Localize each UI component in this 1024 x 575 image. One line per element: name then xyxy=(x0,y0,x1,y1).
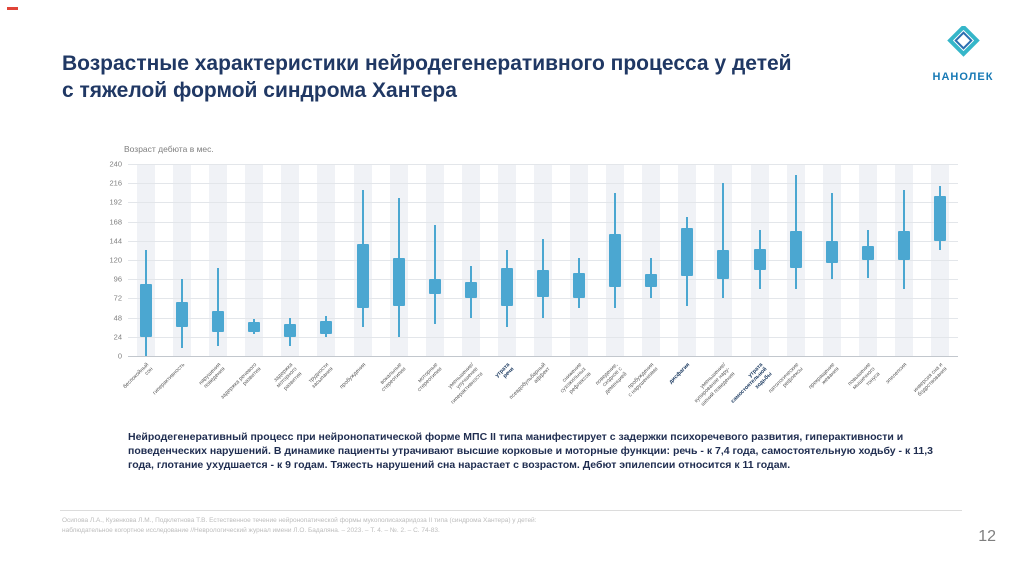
candle-box xyxy=(140,284,153,337)
candle-box xyxy=(248,322,261,332)
nanolek-logo-icon xyxy=(947,24,980,57)
footer-divider xyxy=(60,510,962,511)
y-tick-label: 144 xyxy=(109,236,122,246)
gridline xyxy=(128,164,958,165)
gridline xyxy=(128,356,958,357)
candle-box xyxy=(464,282,477,299)
gridline xyxy=(128,221,958,223)
y-tick-label: 120 xyxy=(109,255,122,265)
page-number: 12 xyxy=(978,528,996,545)
candle-box xyxy=(320,320,333,334)
y-tick-label: 216 xyxy=(109,178,122,188)
page-title: Возрастные характеристики нейродегенерат… xyxy=(62,52,792,103)
candle-box xyxy=(717,250,730,280)
candle-box xyxy=(897,231,910,260)
y-tick-label: 0 xyxy=(117,351,122,361)
y-tick-label: 168 xyxy=(109,217,122,227)
gridline xyxy=(128,183,958,185)
y-tick-label: 24 xyxy=(113,332,122,342)
candle-box xyxy=(212,311,225,332)
candle-box xyxy=(645,274,658,288)
summary-text: Нейродегенеративный процесс при нейроноп… xyxy=(128,431,933,472)
candle-box xyxy=(609,234,622,288)
y-tick-label: 96 xyxy=(113,274,122,284)
candle-box xyxy=(825,240,838,264)
y-tick-label: 240 xyxy=(109,159,122,169)
candle-box xyxy=(933,196,946,241)
y-tick-label: 72 xyxy=(113,293,122,303)
candle-whisker xyxy=(830,192,833,280)
candle-box xyxy=(861,245,874,260)
y-axis-label: Возраст дебюта в мес. xyxy=(124,144,214,154)
candle-box xyxy=(681,228,694,276)
citation-line-1: Осипова Л.А., Кузенкова Л.М., Подклетнов… xyxy=(62,517,537,524)
candle-box xyxy=(356,244,369,308)
gridline xyxy=(128,317,958,319)
candle-box xyxy=(500,268,513,307)
nanolek-logo-text: НАНОЛЕК xyxy=(932,71,994,83)
gridline xyxy=(128,336,958,338)
candle-box xyxy=(284,324,297,337)
candle-box xyxy=(176,301,189,328)
candle-whisker xyxy=(217,268,220,347)
citation: Осипова Л.А., Кузенкова Л.М., Подклетнов… xyxy=(62,516,537,537)
plot-area: 0 24 48 72 96 120 144 168 192 216 240 xyxy=(109,160,958,361)
x-axis-labels: беспокойный сон гиперактивность нарушения … xyxy=(122,356,958,420)
corner-accent-mark xyxy=(7,7,18,10)
nanolek-logo: НАНОЛЕК xyxy=(924,24,1002,83)
candle-whisker xyxy=(722,183,725,299)
y-tick-label: 192 xyxy=(109,197,122,207)
candle-box xyxy=(428,279,441,294)
citation-line-2: наблюдательное когортное исследование //… xyxy=(62,527,440,535)
gridline xyxy=(128,202,958,204)
candle-box xyxy=(392,258,405,307)
candle-whisker xyxy=(433,224,436,324)
age-of-onset-chart: Возраст дебюта в мес. 0 24 48 72 96 120 144 168… xyxy=(109,144,960,420)
candle-box xyxy=(537,269,549,297)
candle-box xyxy=(573,272,586,299)
candle-box xyxy=(789,231,802,268)
candle-box xyxy=(753,248,766,270)
y-tick-label: 48 xyxy=(113,313,122,323)
